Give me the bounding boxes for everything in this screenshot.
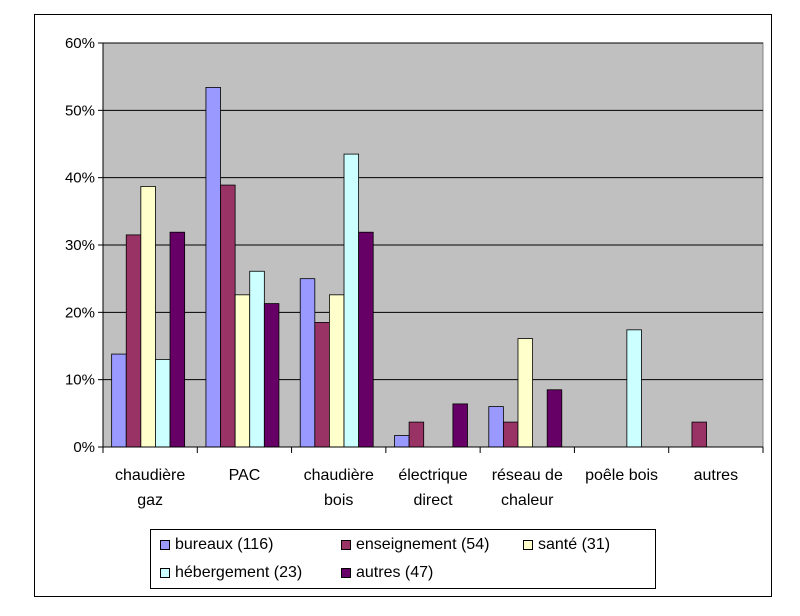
x-tick-label: autres [694,467,738,484]
bar [299,278,316,448]
bar [691,421,707,448]
bar [408,421,425,448]
bar [343,153,360,448]
legend-item: santé (31) [523,536,610,554]
legend-swatch [160,568,170,578]
legend-item: enseignement (54) [341,536,489,554]
x-tick-label: chaleur [501,492,554,509]
x-tick-label: direct [413,492,453,509]
y-tick-label: 50% [65,102,95,119]
legend-label: hébergement (23) [175,564,303,581]
legend-swatch [341,540,351,550]
bar [111,353,127,448]
y-tick-label: 0% [73,439,95,456]
bar [155,359,171,448]
legend-label: enseignement (54) [356,536,490,553]
y-tick-label: 40% [65,170,95,187]
bar [125,234,142,448]
legend-item: bureaux (116) [160,536,273,554]
x-tick-label: PAC [229,467,261,484]
y-tick-label: 10% [65,372,95,389]
bar [220,184,236,448]
x-tick-label: poêle bois [585,467,658,484]
bar [234,294,251,448]
bar [140,186,156,448]
y-tick-label: 60% [65,35,95,52]
x-tick-label: réseau de [492,467,563,484]
x-tick-label: gaz [137,492,163,509]
legend-label: santé (31) [538,536,611,553]
bar [314,322,330,448]
legend-item: hébergement (23) [160,564,302,582]
bar [452,403,468,448]
legend-swatch [160,540,170,550]
bar [626,329,642,448]
bar [169,231,186,448]
bar [205,87,221,448]
bar [329,294,345,448]
legend-label: autres (47) [356,564,434,581]
bar [249,270,265,448]
legend-swatch [341,568,351,578]
y-tick-label: 20% [65,304,95,321]
bar [488,406,504,448]
bar [394,435,410,448]
legend-item: autres (47) [341,564,433,582]
bar [358,231,374,448]
legend: bureaux (116) enseignement (54) santé (31)… [150,529,656,589]
legend-label: bureaux (116) [175,536,274,553]
x-tick-label: bois [324,492,353,509]
bar [263,303,280,448]
bar [546,389,563,448]
x-tick-label: chaudière [115,467,185,484]
legend-swatch [523,540,533,550]
x-tick-label: électrique [398,467,467,484]
bar [502,421,519,448]
y-tick-label: 30% [65,237,95,254]
x-tick-label: chaudière [304,467,374,484]
bar [517,338,533,448]
